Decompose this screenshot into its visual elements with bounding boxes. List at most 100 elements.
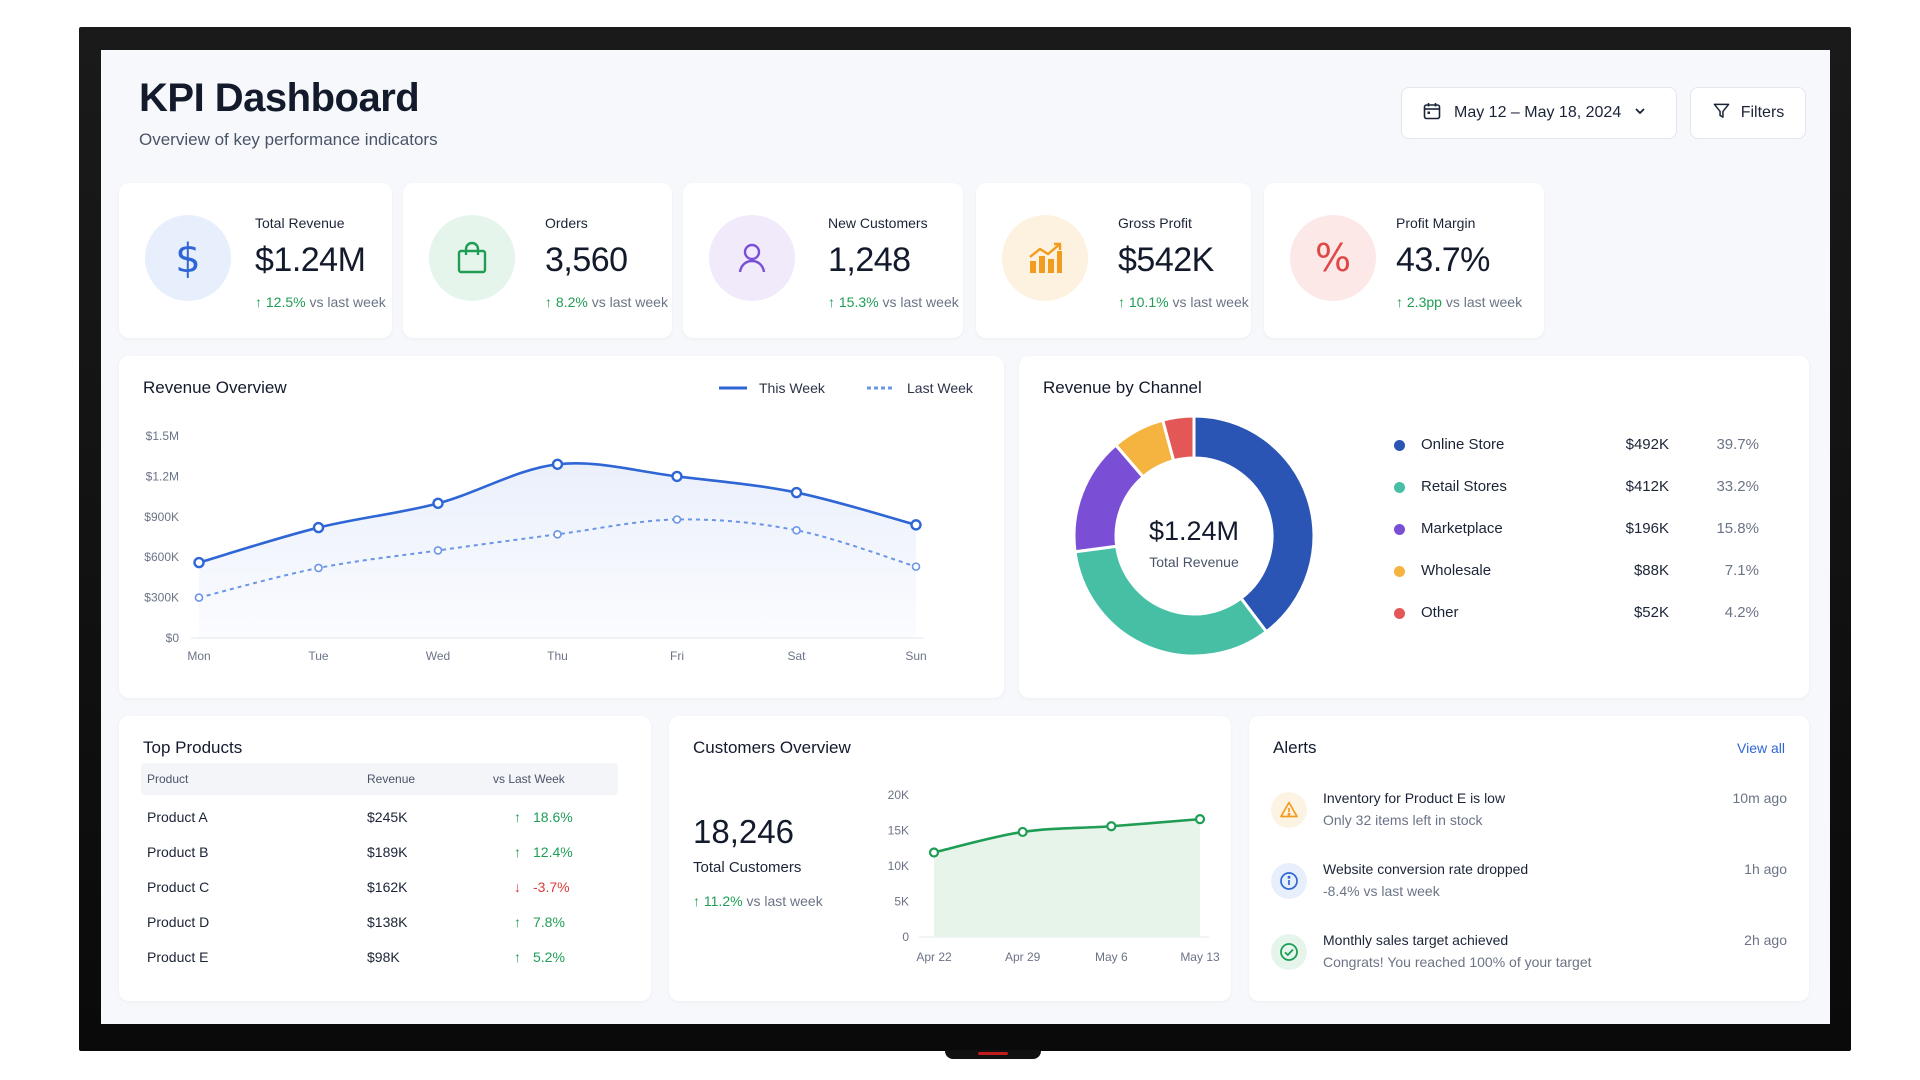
kpi-value: 1,248 [828,241,911,279]
kpi-label: Total Revenue [255,215,345,231]
channel-row-wholesale[interactable]: Wholesale $88K 7.1% [1394,561,1759,583]
point-last-week [194,593,204,602]
calendar-icon [1422,101,1442,126]
y-tick-label: $900K [144,510,179,524]
kpi-label: Profit Margin [1396,215,1476,231]
view-all-link[interactable]: View all [1737,740,1785,756]
y-tick-label: 15K [888,824,909,838]
shopping-bag-icon [429,215,515,301]
filters-label: Filters [1740,104,1785,121]
info-icon [1271,863,1307,899]
svg-text:%: % [1315,238,1351,278]
kpi-card-orders[interactable]: Orders 3,560 ↑ 8.2% vs last week [403,183,672,338]
kpi-value: 3,560 [545,241,628,279]
x-tick-label: Thu [547,649,568,663]
y-tick-label: $300K [144,591,179,605]
check-circle-icon [1271,934,1307,970]
table-row[interactable]: Product D $138K ↑ 7.8% [147,914,565,930]
arrow-up-icon: ↑ [514,809,521,825]
kpi-card-gross-profit[interactable]: Gross Profit $542K ↑ 10.1% vs last week [976,183,1251,338]
kpi-card-profit-margin[interactable]: % Profit Margin 43.7% ↑ 2.3pp vs last we… [1264,183,1544,338]
table-row[interactable]: Product B $189K ↑ 12.4% [147,844,573,860]
table-row[interactable]: Product E $98K ↑ 5.2% [147,949,565,965]
arrow-up-icon: ↑ [828,294,835,310]
kpi-label: Gross Profit [1118,215,1192,231]
x-tick-label: Sun [905,649,926,663]
y-tick-label: 0 [902,930,909,944]
kpi-value: $1.24M [255,241,366,279]
dashboard-screen: KPI Dashboard Overview of key performanc… [101,50,1830,1024]
arrow-up-icon: ↑ [1118,294,1125,310]
y-tick-label: $1.2M [146,469,179,483]
revenue-donut-chart [1072,414,1316,658]
column-header[interactable]: vs Last Week [493,772,565,786]
point-last-week [433,546,443,555]
table-row[interactable]: Product C $162K ↓ -3.7% [147,879,570,895]
kpi-card-new-customers[interactable]: New Customers 1,248 ↑ 15.3% vs last week [683,183,963,338]
column-header[interactable]: Product [147,772,189,786]
point-last-week [314,563,323,573]
donut-slice [1160,414,1196,463]
panel-title: Customers Overview [693,738,851,757]
alerts-panel: Alerts View all Inventory for Product E … [1249,716,1809,1001]
arrow-up-icon: ↑ [1396,294,1403,310]
legend-last-week[interactable]: Last Week [867,380,973,396]
point-this-week [790,486,803,499]
x-tick-label: Fri [670,649,684,663]
series-line-customers [933,817,1201,854]
channel-row-online-store[interactable]: Online Store $492K 39.7% [1394,435,1759,457]
point-this-week [312,521,325,534]
legend-dot [1394,482,1405,493]
kpi-delta: ↑ 12.5% vs last week [255,294,386,310]
point-last-week [792,525,801,535]
bar-chart-icon [1002,215,1088,301]
point-this-week [551,458,564,470]
top-products-panel: Top Products Product Revenue vs Last Wee… [119,716,651,1001]
point-customers [1194,814,1206,825]
y-tick-label: 10K [888,859,909,873]
panel-title: Revenue Overview [143,378,287,397]
legend-dot [1394,566,1405,577]
donut-center-value: $1.24M [1148,516,1240,546]
channel-row-retail-stores[interactable]: Retail Stores $412K 33.2% [1394,477,1759,499]
donut-center-label: Total Revenue [1149,554,1239,570]
page-title: KPI Dashboard [139,76,420,120]
x-tick-label: Tue [308,649,329,663]
point-last-week [911,562,921,571]
arrow-up-icon: ↑ [514,844,521,860]
alert-item[interactable]: Monthly sales target achieved Congrats! … [1271,928,1787,988]
customers-overview-panel: Customers Overview 18,246 Total Customer… [669,716,1231,1001]
panel-title: Top Products [143,738,243,757]
date-range-picker[interactable]: May 12 – May 18, 2024 [1401,87,1677,139]
point-last-week [553,530,562,539]
page-subtitle: Overview of key performance indicators [139,130,438,149]
kpi-card-total-revenue[interactable]: $ Total Revenue $1.24M ↑ 12.5% vs last w… [119,183,392,338]
user-icon [709,215,795,301]
kpi-delta: ↑ 2.3pp vs last week [1396,294,1523,310]
y-tick-label: $0 [166,631,180,645]
x-tick-label: Apr 29 [1005,950,1041,964]
series-area-this-week [199,463,916,638]
filters-button[interactable]: Filters [1690,87,1806,139]
revenue-overview-panel: Revenue Overview This Week Last Week $1.… [119,356,1004,698]
column-header[interactable]: Revenue [367,772,416,786]
x-tick-label: Mon [187,649,210,663]
alert-item[interactable]: Website conversion rate dropped -8.4% vs… [1271,857,1787,917]
legend-dot [1394,524,1405,535]
x-tick-label: Sat [787,649,806,663]
donut-slice [1073,544,1269,658]
svg-text:$: $ [175,236,200,280]
table-row[interactable]: Product A $245K ↑ 18.6% [147,809,573,825]
arrow-up-icon: ↑ [514,949,521,965]
point-last-week [672,515,682,524]
channel-row-other[interactable]: Other $52K 4.2% [1394,603,1759,625]
legend-this-week[interactable]: This Week [719,380,825,396]
point-this-week [432,497,444,510]
arrow-up-icon: ↑ [693,893,700,909]
date-range-label: May 12 – May 18, 2024 [1454,104,1622,121]
legend-dot [1394,608,1405,619]
channel-row-marketplace[interactable]: Marketplace $196K 15.8% [1394,519,1759,541]
x-tick-label: Wed [426,649,450,663]
dollar-icon: $ [145,215,231,301]
alert-item[interactable]: Inventory for Product E is low Only 32 i… [1271,786,1787,846]
